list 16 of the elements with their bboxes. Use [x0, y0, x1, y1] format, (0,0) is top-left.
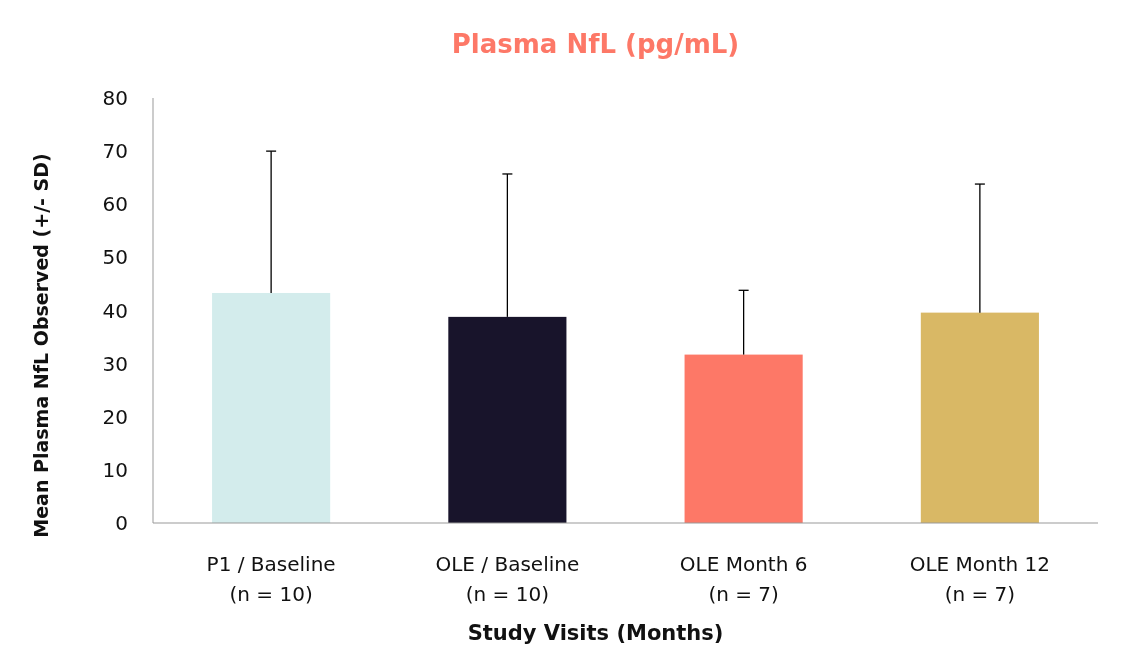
- x-tick-label: OLE Month 6 (n = 7): [679, 552, 808, 606]
- chart-title: Plasma NfL (pg/mL): [451, 29, 740, 59]
- y-tick-label: 30: [102, 351, 128, 376]
- y-tick-label: 40: [102, 298, 128, 323]
- y-tick-label: 0: [115, 511, 128, 535]
- y-tick-label: 80: [102, 86, 128, 110]
- x-axis-title: Study Visits (Months): [467, 621, 724, 645]
- y-tick-label: 10: [102, 457, 128, 482]
- y-axis-title: Mean Plasma NfL Observed (+/- SD): [30, 153, 52, 538]
- y-tick-label: 70: [102, 139, 128, 164]
- y-tick-label: 20: [102, 404, 128, 429]
- x-tick-label: OLE / Baseline (n = 10): [435, 552, 580, 606]
- y-tick-label: 50: [102, 245, 128, 270]
- y-tick-label: 60: [102, 192, 128, 217]
- x-tick-label: OLE Month 12 (n = 7): [909, 552, 1051, 606]
- x-tick-label: P1 / Baseline (n = 10): [206, 552, 336, 606]
